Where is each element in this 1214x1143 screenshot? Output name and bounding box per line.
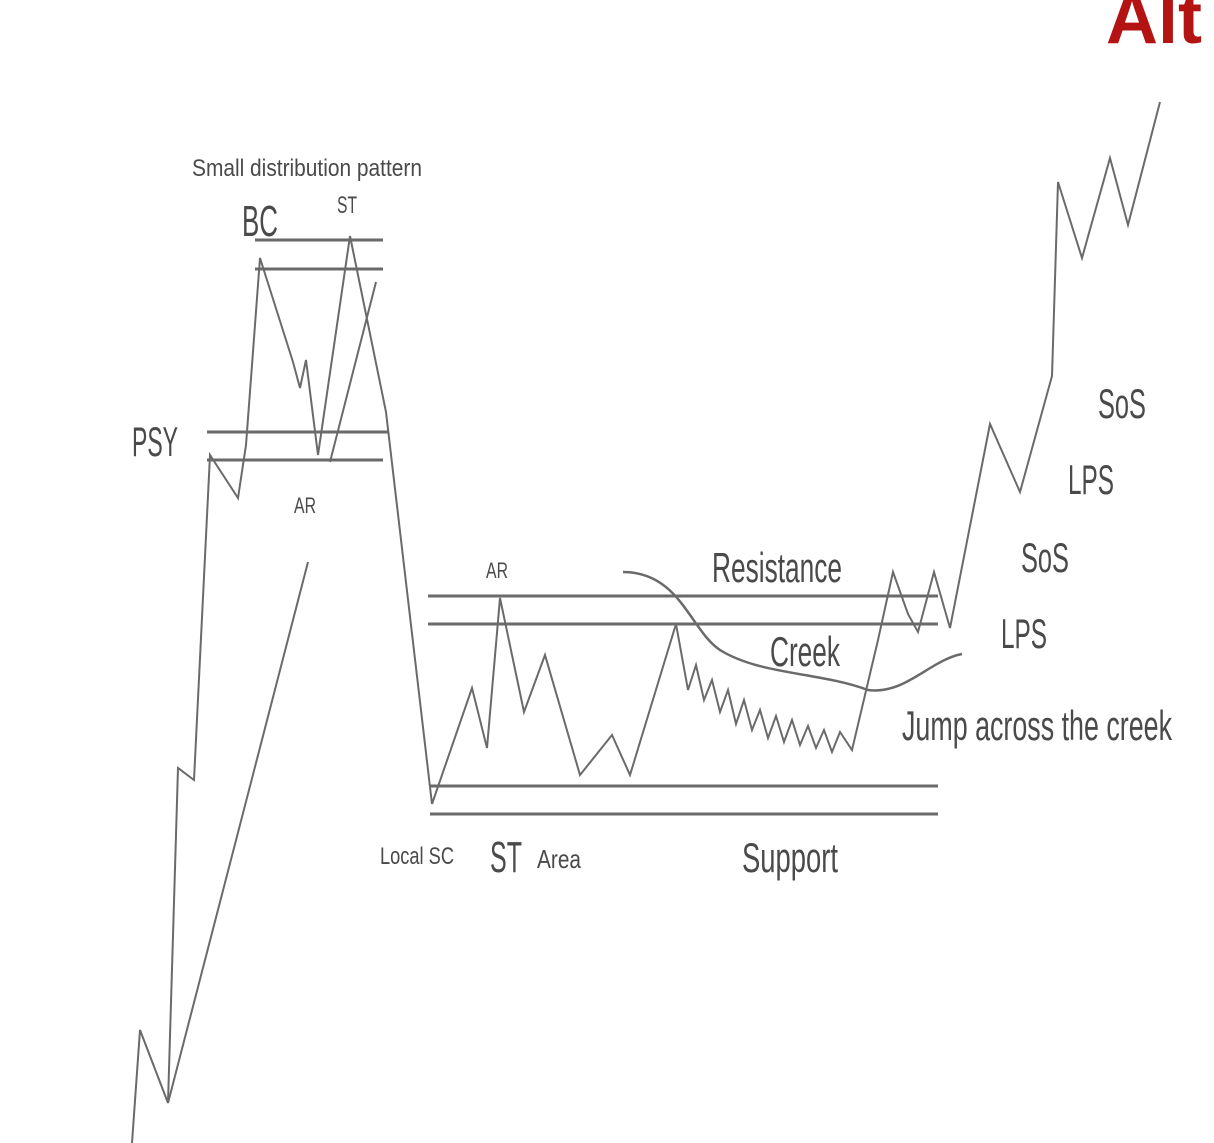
bc-label: BC bbox=[242, 197, 278, 246]
small-distribution-pattern-label: Small distribution pattern bbox=[192, 155, 422, 182]
sos-lower-label: SoS bbox=[1021, 534, 1069, 581]
support-label: Support bbox=[742, 834, 838, 881]
price-path-secondary-rally bbox=[167, 561, 309, 1104]
ar-range-label: AR bbox=[486, 558, 508, 583]
st-area-area-label: Area bbox=[537, 844, 581, 874]
sos-upper-label: SoS bbox=[1098, 380, 1146, 427]
ar-top-label: AR bbox=[294, 493, 316, 518]
price-path-accumulation bbox=[431, 101, 1161, 805]
local-sc-label: Local SC bbox=[380, 843, 454, 870]
creek-label: Creek bbox=[770, 628, 841, 675]
resistance-label: Resistance bbox=[712, 544, 842, 591]
jump-across-the-creek-label: Jump across the creek bbox=[902, 702, 1173, 749]
lps-upper-label: LPS bbox=[1068, 456, 1114, 503]
creek-curve bbox=[622, 570, 963, 692]
price-path-uptrend bbox=[131, 235, 433, 1143]
price-path-st-retest bbox=[329, 281, 377, 463]
st-area-st-label: ST bbox=[490, 833, 522, 882]
lps-lower-label: LPS bbox=[1001, 610, 1047, 657]
st-top-label: ST bbox=[337, 192, 357, 219]
psy-label: PSY bbox=[132, 418, 178, 465]
page-title: Alt bbox=[1106, 0, 1202, 59]
